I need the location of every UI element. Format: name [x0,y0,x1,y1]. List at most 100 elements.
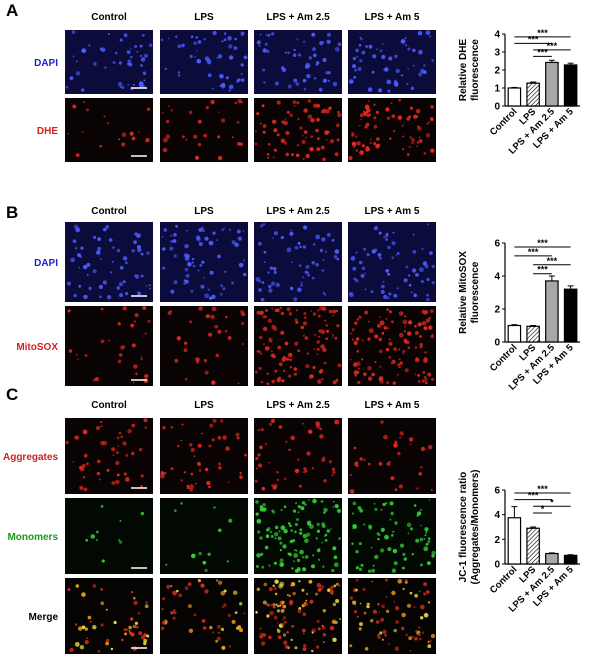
cell [382,629,387,635]
cell [303,225,308,230]
cell [300,506,305,511]
cell [361,266,366,271]
cell [379,316,382,318]
cell [419,335,422,338]
cell [196,58,202,64]
cell [115,451,119,455]
cell [282,618,285,621]
cell [283,640,288,645]
cell [261,641,266,646]
cell [425,318,430,323]
cell [322,633,326,637]
cell [264,261,266,263]
cell [132,83,135,86]
significance-label: *** [528,34,539,44]
cell [221,606,224,609]
cell [242,259,246,262]
cell [193,134,198,139]
cell [165,134,170,139]
cell [132,596,136,600]
cell [96,459,101,464]
cell [173,609,176,612]
cell [266,382,270,386]
cell [352,600,357,605]
cell [120,435,123,438]
cell [402,319,408,325]
cell [380,527,385,533]
cell [197,40,202,44]
cell [421,631,425,635]
cell [308,499,310,501]
cell [244,453,248,457]
cell [423,612,429,618]
cell [416,145,418,148]
cell [136,50,139,53]
cell [295,320,299,324]
cell [197,269,200,272]
cell [351,338,355,341]
cell [81,48,87,54]
cell [284,141,288,145]
cell [273,561,277,565]
cell [117,82,123,87]
cell [216,579,219,582]
cell [309,524,314,529]
cell [117,445,120,447]
cell [351,512,355,515]
cell [144,374,149,379]
cell [327,32,331,37]
cell [428,445,433,450]
cell [116,473,120,477]
cell [355,588,358,592]
cell [218,111,220,113]
cell [276,622,279,624]
cell [392,530,395,533]
bar [526,82,540,107]
cell [303,312,307,315]
cell [411,635,414,638]
cell [280,525,286,531]
cell [266,49,270,54]
cell [320,344,325,349]
cell [431,377,435,381]
cell [276,133,280,137]
cell [297,609,302,614]
cell [303,471,306,474]
cell [176,589,179,593]
cell [365,146,370,150]
cell [279,541,283,545]
cell [97,650,101,653]
cell [237,236,242,241]
cell [411,268,417,273]
cell [273,587,277,590]
cell [312,47,316,51]
cell [317,558,321,561]
cell [399,436,402,439]
cell [221,40,224,43]
cell [258,241,262,246]
bar [507,517,522,565]
cell [212,631,215,634]
cell [78,284,82,288]
cell [82,464,86,468]
cell [314,333,316,336]
cell [279,549,282,552]
cell [292,53,297,57]
cell [186,484,190,488]
cell [399,332,404,338]
cell [283,529,288,534]
cell [234,101,237,105]
significance-label: * [550,497,554,507]
cell [281,622,285,626]
cell [231,240,236,245]
cell [298,607,302,610]
cell [350,359,352,361]
cell [388,56,393,61]
cell [131,343,136,348]
cell [356,361,361,367]
cell [321,522,325,526]
cell [280,509,283,511]
cell [137,612,141,615]
cell [423,546,429,552]
cell [220,118,226,123]
